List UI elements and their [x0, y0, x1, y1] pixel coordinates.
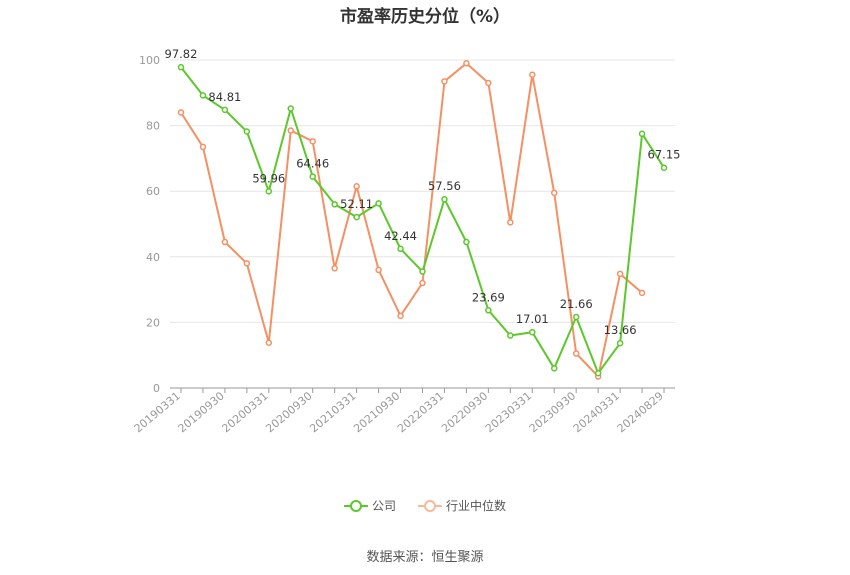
x-tick-label: 20220930 — [439, 389, 490, 435]
x-tick-label: 20240331 — [571, 389, 622, 435]
data-point-1 — [507, 219, 514, 226]
data-label: 67.15 — [648, 148, 681, 162]
data-point-1 — [287, 127, 295, 134]
data-point-0 — [221, 106, 229, 114]
legend-company-marker — [343, 499, 368, 513]
data-point-1 — [485, 79, 492, 87]
x-tick-label: 20190930 — [176, 389, 227, 435]
data-point-0 — [199, 92, 207, 99]
data-label: 21.66 — [560, 297, 593, 311]
data-point-0 — [485, 307, 492, 314]
y-tick-label: 60 — [146, 185, 160, 198]
data-point-0 — [638, 130, 646, 138]
data-point-0 — [177, 63, 185, 71]
data-point-0 — [550, 365, 558, 372]
data-point-1 — [616, 270, 624, 278]
data-point-1 — [221, 238, 229, 246]
data-point-0 — [463, 238, 470, 246]
x-tick-label: 20230331 — [483, 389, 534, 435]
data-point-1 — [177, 109, 185, 116]
data-point-0 — [375, 200, 382, 207]
data-label: 64.46 — [296, 157, 329, 171]
y-tick-label: 40 — [146, 251, 160, 264]
data-point-1 — [309, 138, 316, 145]
y-tick-label: 100 — [139, 54, 160, 67]
legend-item-industry-median[interactable]: 行业中位数 — [418, 497, 506, 514]
legend-industry-label: 行业中位数 — [446, 499, 507, 513]
data-point-1 — [441, 78, 448, 85]
data-point-1 — [572, 350, 580, 357]
data-source-note: 数据来源：恒生聚源 — [366, 550, 484, 565]
x-tick-label: 20200930 — [263, 389, 314, 435]
data-point-1 — [419, 279, 426, 287]
x-tick-label: 20230930 — [527, 389, 578, 435]
x-tick-label: 20220331 — [395, 389, 446, 435]
chart-legend: 公司 行业中位数 — [0, 497, 850, 514]
data-point-1 — [463, 60, 470, 67]
x-tick-label: 20240829 — [615, 389, 666, 435]
data-label: 42.44 — [384, 229, 417, 243]
data-label: 52.11 — [340, 197, 373, 211]
x-tick-label: 20190331 — [132, 389, 183, 435]
legend-item-company[interactable]: 公司 — [343, 497, 396, 514]
y-tick-label: 20 — [146, 316, 160, 329]
x-tick-label: 20210930 — [351, 389, 402, 435]
data-point-0 — [353, 213, 360, 221]
data-point-1 — [243, 260, 251, 267]
data-point-0 — [594, 369, 602, 377]
data-label: 13.66 — [604, 323, 637, 337]
data-point-0 — [660, 164, 668, 171]
data-label: 59.96 — [252, 171, 285, 185]
data-label: 23.69 — [472, 290, 505, 304]
data-point-1 — [265, 339, 273, 346]
data-point-1 — [353, 183, 360, 190]
series-line-0 — [180, 66, 665, 375]
data-label: 57.56 — [428, 179, 461, 193]
series-line-1 — [180, 62, 643, 378]
data-point-0 — [419, 268, 426, 275]
data-point-0 — [507, 332, 514, 339]
data-point-1 — [397, 312, 404, 320]
data-point-1 — [550, 189, 558, 197]
data-label: 97.82 — [165, 47, 198, 61]
data-point-0 — [397, 245, 404, 253]
y-tick-label: 80 — [146, 120, 160, 133]
data-point-0 — [572, 313, 580, 321]
data-point-0 — [243, 128, 251, 135]
data-point-0 — [309, 173, 316, 180]
data-point-1 — [199, 143, 207, 151]
y-tick-label: 0 — [153, 382, 160, 395]
data-point-1 — [529, 71, 536, 79]
data-label: 17.01 — [516, 312, 549, 326]
data-point-0 — [287, 105, 295, 112]
data-point-0 — [529, 328, 536, 336]
data-point-1 — [638, 289, 646, 297]
x-tick-label: 20210331 — [307, 389, 358, 435]
data-point-0 — [265, 188, 273, 195]
x-tick-label: 20200331 — [219, 389, 270, 435]
data-point-0 — [331, 201, 338, 208]
legend-industry-marker — [418, 499, 442, 513]
data-point-0 — [616, 339, 624, 347]
data-point-1 — [331, 265, 338, 272]
chart-title: 市盈率历史分位（%） — [339, 7, 511, 27]
data-label: 84.81 — [208, 90, 241, 104]
legend-company-label: 公司 — [371, 499, 396, 513]
data-point-0 — [441, 195, 448, 203]
data-point-1 — [375, 266, 382, 274]
